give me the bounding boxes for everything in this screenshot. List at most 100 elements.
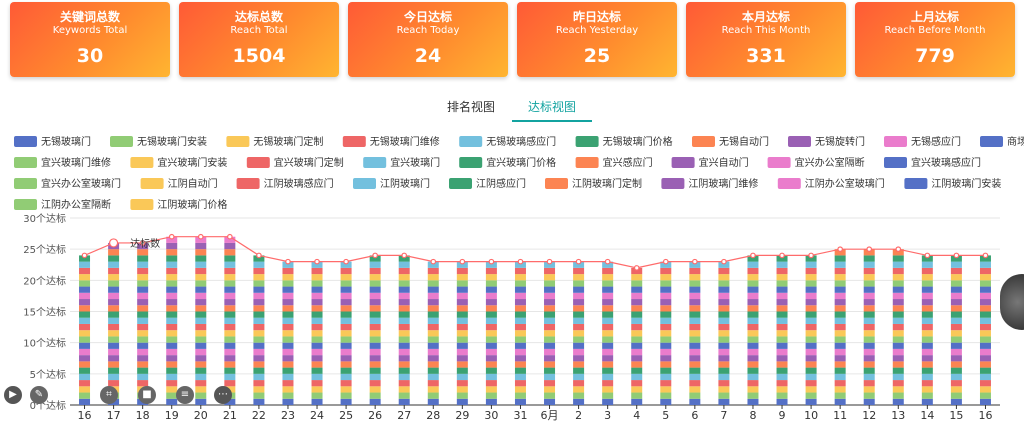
bar-segment bbox=[253, 355, 265, 362]
camera-icon[interactable]: ■ bbox=[138, 386, 156, 404]
bar-segment bbox=[805, 280, 817, 287]
bar-segment bbox=[108, 330, 120, 337]
bar-segment bbox=[514, 348, 526, 356]
legend-swatch bbox=[777, 178, 801, 189]
bar-segment bbox=[195, 280, 207, 287]
tab-reach-view[interactable]: 达标视图 bbox=[528, 100, 577, 114]
x-tick-label: 18 bbox=[136, 409, 150, 422]
bar-segment bbox=[340, 305, 352, 312]
bar-segment bbox=[718, 286, 730, 293]
keywords-total-card: 关键词总数 Keywords Total 30 bbox=[10, 2, 170, 77]
y-tick-label: 5个达标 bbox=[30, 369, 66, 381]
total-point bbox=[459, 258, 466, 265]
bar-segment bbox=[631, 286, 643, 293]
bar-segment bbox=[892, 280, 904, 287]
bar-segment bbox=[137, 299, 149, 306]
card-value: 25 bbox=[583, 45, 611, 67]
bar-segment bbox=[747, 361, 759, 368]
legend-item: 宜兴办公室玻璃门 bbox=[41, 177, 121, 190]
bar-segment bbox=[369, 292, 381, 300]
bar-segment bbox=[776, 286, 788, 293]
bar-segment bbox=[311, 305, 323, 312]
bar-segment bbox=[921, 342, 933, 349]
bar-segment bbox=[805, 267, 817, 275]
card-title: 今日达标 bbox=[403, 10, 452, 24]
bar-segment bbox=[863, 249, 875, 256]
bar-segment bbox=[863, 386, 875, 393]
list-icon[interactable]: ≡ bbox=[176, 386, 194, 404]
bar-segment bbox=[544, 380, 556, 387]
bar-segment bbox=[718, 380, 730, 387]
bar-segment bbox=[544, 323, 556, 331]
more-icon[interactable]: ⋯ bbox=[214, 386, 232, 404]
bar-segment bbox=[921, 386, 933, 393]
bar-segment bbox=[950, 342, 962, 349]
bar-segment bbox=[108, 342, 120, 349]
bar-segment bbox=[747, 305, 759, 312]
bar-segment bbox=[950, 261, 962, 268]
bar-segment bbox=[427, 311, 439, 318]
bar-segment bbox=[718, 355, 730, 362]
bar-segment bbox=[718, 361, 730, 368]
bar-segment bbox=[660, 367, 672, 374]
bar-segment bbox=[137, 373, 149, 381]
bar-segment bbox=[631, 398, 643, 405]
bar-segment bbox=[456, 355, 468, 362]
legend-item: 江阴玻璃门定制 bbox=[572, 177, 642, 190]
bar-segment bbox=[79, 361, 91, 368]
bar-segment bbox=[427, 361, 439, 368]
bar-segment bbox=[950, 267, 962, 275]
bar-segment bbox=[485, 336, 497, 343]
legend-item: 宜兴办公室隔断 bbox=[795, 156, 865, 169]
bar-segment bbox=[805, 261, 817, 268]
pen-icon[interactable]: ✎ bbox=[30, 386, 48, 404]
bar-segment bbox=[776, 267, 788, 275]
legend-item: 宜兴玻璃感应门 bbox=[911, 156, 981, 169]
legend-swatch bbox=[353, 178, 376, 189]
bar-segment bbox=[369, 355, 381, 362]
total-point bbox=[692, 258, 698, 265]
x-tick-label: 4 bbox=[633, 409, 640, 422]
bar-segment bbox=[689, 386, 701, 393]
bar-segment bbox=[544, 392, 556, 399]
bar-segment bbox=[544, 261, 556, 268]
bar-segment bbox=[689, 323, 701, 331]
bar-segment bbox=[776, 398, 788, 405]
bar-segment bbox=[863, 286, 875, 293]
legend-swatch bbox=[14, 199, 37, 210]
legend-item: 江阴玻璃门价格 bbox=[157, 198, 227, 211]
bar-segment bbox=[253, 380, 265, 387]
bar-segment bbox=[776, 380, 788, 387]
card-subtitle: Keywords Total bbox=[52, 25, 128, 36]
bar-segment bbox=[776, 330, 788, 337]
bar-segment bbox=[660, 305, 672, 312]
bar-segment bbox=[776, 348, 788, 356]
legend-item: 江阴办公室隔断 bbox=[41, 198, 111, 211]
legend-swatch bbox=[788, 136, 811, 147]
bar-segment bbox=[805, 373, 817, 381]
bar-segment bbox=[863, 311, 875, 318]
bar-segment bbox=[573, 267, 585, 275]
bar-segment bbox=[398, 255, 410, 262]
bar-segment bbox=[485, 367, 497, 374]
legend-item: 江阴玻璃门维修 bbox=[688, 177, 758, 190]
bar-segment bbox=[805, 348, 817, 356]
reach-today-card: 今日达标 Reach Today 24 bbox=[348, 2, 508, 77]
bar-segment bbox=[602, 323, 614, 331]
tab-ranking-view[interactable]: 排名视图 bbox=[447, 100, 496, 114]
bar-segment bbox=[834, 392, 846, 399]
card-subtitle: Reach Yesterday bbox=[555, 25, 639, 36]
bar-segment bbox=[660, 398, 672, 405]
bar-segment bbox=[950, 398, 962, 405]
y-tick-label: 15个达标 bbox=[23, 307, 66, 319]
bar-segment bbox=[921, 361, 933, 368]
legend-swatch bbox=[575, 136, 599, 147]
crop-icon[interactable]: ⌗ bbox=[100, 386, 118, 404]
total-point bbox=[662, 258, 669, 265]
bar-segment bbox=[863, 261, 875, 268]
bar-segment bbox=[340, 342, 352, 349]
play-icon[interactable]: ▶ bbox=[4, 386, 22, 404]
bar-segment bbox=[747, 286, 759, 293]
bar-segment bbox=[485, 386, 497, 393]
side-thumbnail[interactable] bbox=[1000, 274, 1024, 330]
